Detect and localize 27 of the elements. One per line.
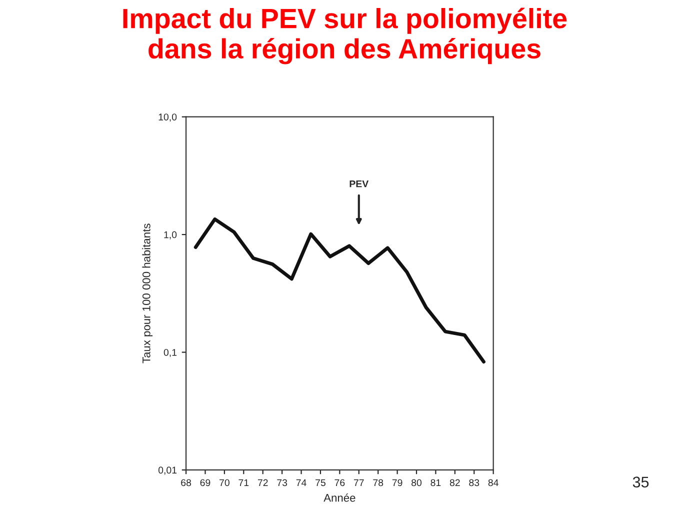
x-tick-label: 80	[412, 479, 422, 486]
y-tick-label: 0,1	[164, 348, 177, 358]
x-tick-label: 76	[334, 479, 345, 486]
x-tick-label: 73	[277, 479, 288, 486]
text: 35	[632, 476, 649, 488]
x-tick-label: 81	[430, 479, 441, 486]
x-tick-label: 82	[450, 479, 460, 486]
chart-title: Impact du PEV sur la poliomyélite dans la région des Amériques	[123, 8, 567, 64]
y-tick-label: 10,0	[158, 114, 177, 122]
x-tick-label: 68	[181, 479, 192, 486]
x-tick-label: 83	[469, 479, 480, 486]
x-tick-label: 69	[200, 479, 210, 486]
x-tick-label: 71	[238, 479, 249, 486]
x-tick-label: 74	[296, 479, 306, 486]
line-series	[194, 217, 486, 364]
y-tick-label: 0,01	[158, 466, 177, 475]
y-tick-label: 1,0	[164, 231, 177, 240]
x-tick-label: 75	[316, 479, 326, 486]
y-axis-title: Taux pour 100 000 habitants	[142, 224, 153, 364]
x-tick-label: 77	[354, 479, 364, 486]
x-tick-label: 78	[373, 479, 384, 486]
x-axis-title: Année	[324, 493, 356, 502]
x-tick-label: 72	[258, 479, 268, 486]
x-tick-label: 70	[220, 479, 230, 486]
x-tick-label: 79	[392, 479, 402, 486]
x-tick-label: 84	[488, 479, 498, 486]
annotation: PEV	[350, 180, 369, 188]
